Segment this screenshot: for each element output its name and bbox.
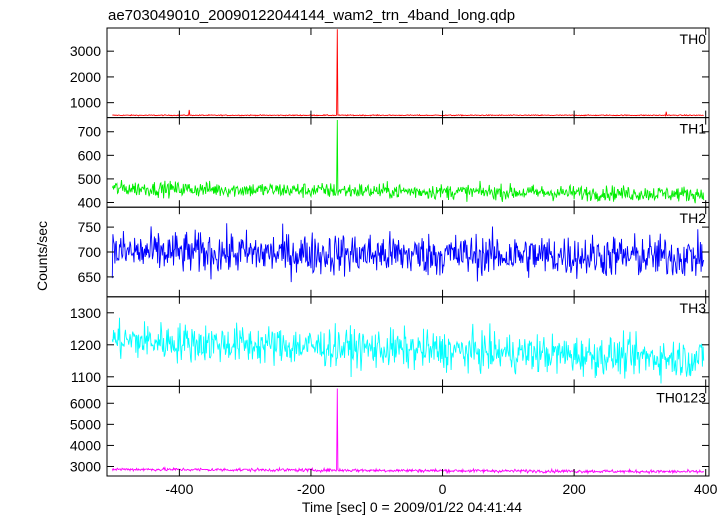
x-tick-label: 400 [694, 481, 718, 497]
series-line-th0123 [111, 388, 705, 475]
chart-title: ae703049010_20090122044144_wam2_trn_4ban… [108, 7, 515, 24]
x-tick-label: 0 [439, 481, 447, 497]
y-tick-label: 4000 [70, 437, 101, 453]
panel-label-th2: TH2 [680, 210, 707, 226]
y-tick-label: 2000 [70, 69, 101, 85]
panel-label-th1: TH1 [680, 121, 707, 137]
y-tick-label: 5000 [70, 416, 101, 432]
y-tick-label: 3000 [70, 459, 101, 475]
panel-frame-th0 [106, 27, 710, 119]
y-tick-label: 700 [78, 124, 102, 140]
y-tick-label: 1200 [70, 337, 101, 353]
y-tick-label: 1300 [70, 305, 101, 321]
y-tick-label: 6000 [70, 395, 101, 411]
y-tick-label: 750 [78, 219, 102, 235]
y-tick-label: 600 [78, 147, 102, 163]
series-line-th0 [112, 29, 704, 117]
y-tick-label: 650 [78, 269, 102, 285]
y-tick-label: 400 [78, 194, 102, 210]
series-line-th1 [111, 119, 705, 204]
series-line-th3 [111, 317, 705, 384]
y-axis-label: Counts/sec [34, 221, 50, 291]
y-tick-label: 500 [78, 171, 102, 187]
y-tick-label: 1100 [71, 369, 101, 385]
y-tick-label: 3000 [70, 43, 101, 59]
y-tick-label: 700 [78, 244, 102, 260]
panel-label-th3: TH3 [680, 300, 707, 316]
x-tick-label: -200 [297, 481, 325, 497]
x-axis-label: Time [sec] 0 = 2009/01/22 04:41:44 [302, 499, 522, 515]
series-line-th2 [111, 223, 705, 283]
panel-label-th0: TH0 [680, 31, 707, 47]
x-tick-label: -400 [165, 481, 193, 497]
x-tick-label: 200 [562, 481, 586, 497]
y-tick-label: 1000 [70, 95, 101, 111]
panel-frame-th0123 [106, 385, 710, 477]
panel-label-th0123: TH0123 [656, 389, 706, 405]
